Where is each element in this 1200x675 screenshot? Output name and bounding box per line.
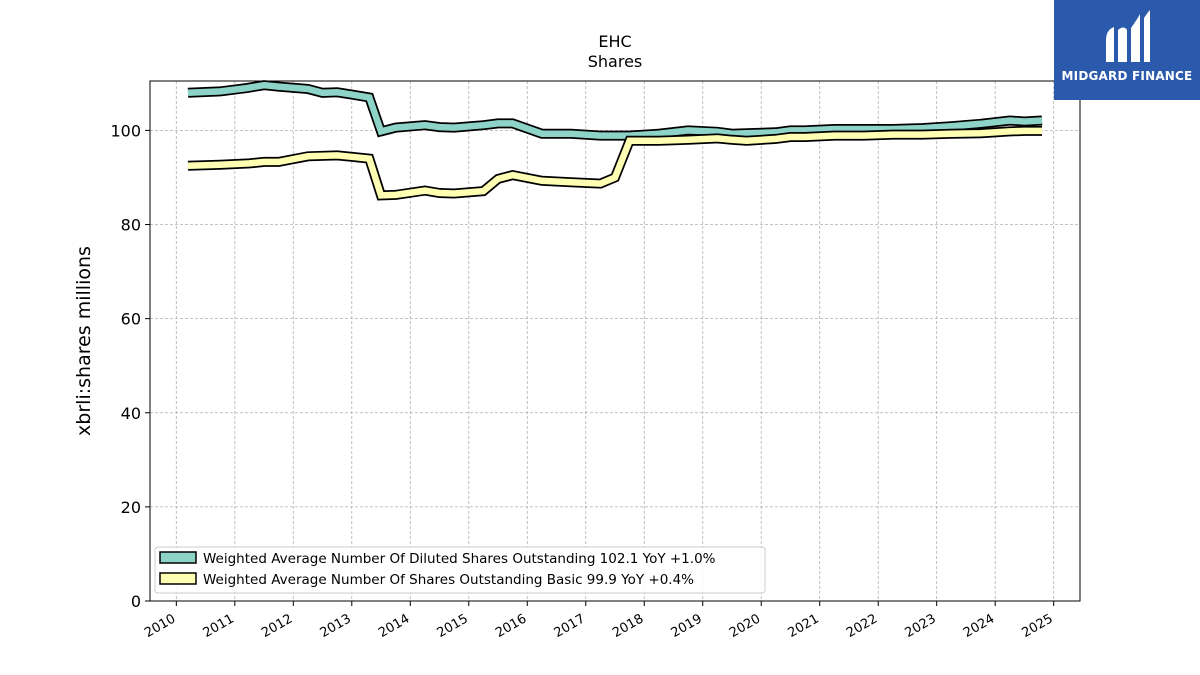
x-tick-label: 2021 <box>786 611 822 641</box>
legend-swatch-basic <box>159 572 197 585</box>
x-tick-label: 2016 <box>493 611 529 641</box>
chart-title: EHC <box>598 32 631 51</box>
legend-box <box>154 546 766 594</box>
x-axis: 2010 2011 2012 2013 2014 2015 2016 2017 2018 2019… <box>142 601 1056 641</box>
y-axis-label: xbrli:shares millions <box>73 246 95 436</box>
x-tick-label: 2024 <box>961 611 997 641</box>
x-tick-label: 2014 <box>376 611 412 641</box>
y-tick-label: 60 <box>121 310 141 329</box>
y-axis: 0 20 40 60 80 100 <box>110 121 150 611</box>
x-tick-label: 2018 <box>610 611 646 641</box>
legend-entry-basic: Weighted Average Number Of Shares Outsta… <box>203 572 694 588</box>
x-tick-label: 2023 <box>903 611 939 641</box>
y-tick-label: 40 <box>121 404 141 423</box>
y-tick-label: 100 <box>110 121 141 140</box>
x-tick-label: 2019 <box>669 611 705 641</box>
brand-name: MIDGARD FINANCE <box>1061 69 1193 83</box>
x-tick-label: 2013 <box>318 611 354 641</box>
y-tick-label: 20 <box>121 498 141 517</box>
series-diluted-line <box>187 81 1043 139</box>
plot-frame <box>149 80 1081 602</box>
x-tick-label: 2011 <box>201 611 237 641</box>
x-tick-label: 2015 <box>435 611 471 641</box>
series-basic-line <box>187 127 1042 199</box>
grid <box>150 81 1080 601</box>
y-tick-label: 0 <box>131 592 141 611</box>
y-tick-label: 80 <box>121 216 141 235</box>
x-tick-label: 2010 <box>142 611 178 641</box>
brand-mark-icon <box>1106 10 1150 62</box>
x-tick-label: 2025 <box>1020 611 1056 641</box>
legend: Weighted Average Number Of Diluted Share… <box>154 546 766 594</box>
x-tick-label: 2017 <box>552 611 588 641</box>
brand-logo: MIDGARD FINANCE <box>1054 0 1200 100</box>
chart-subtitle: Shares <box>588 52 643 71</box>
legend-swatch-diluted <box>159 551 197 564</box>
legend-entry-diluted: Weighted Average Number Of Diluted Share… <box>203 551 716 567</box>
x-tick-label: 2012 <box>259 611 295 641</box>
series-layer <box>187 80 1043 201</box>
x-tick-label: 2020 <box>727 611 763 641</box>
x-tick-label: 2022 <box>844 611 880 641</box>
